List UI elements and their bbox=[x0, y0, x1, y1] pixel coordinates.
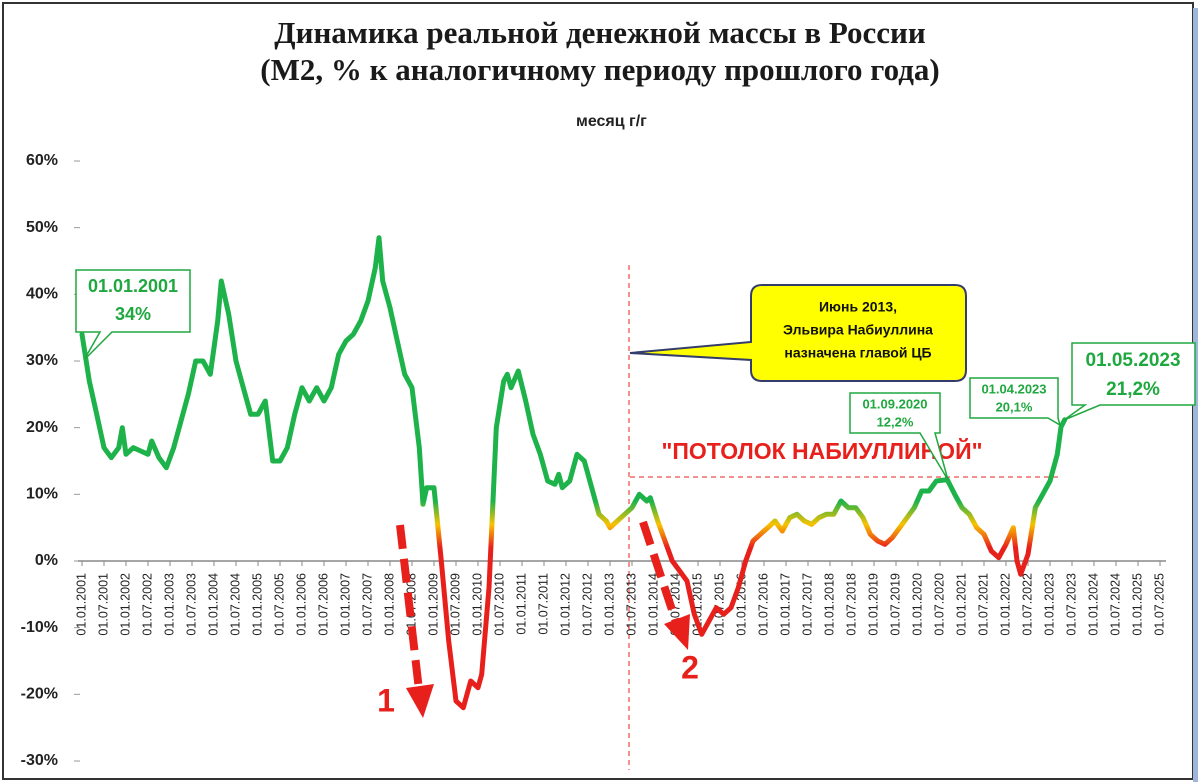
x-tick-label: 01.07.2001 bbox=[96, 573, 110, 636]
x-tick-label: 01.01.2021 bbox=[954, 573, 968, 636]
annotation-text: Июнь 2013, bbox=[819, 299, 897, 315]
x-tick-label: 01.07.2003 bbox=[184, 573, 198, 636]
x-tick-label: 01.01.2001 bbox=[74, 573, 88, 636]
x-tick-label: 01.07.2020 bbox=[932, 573, 946, 636]
annotations: 01.01.2001 34% Июнь 2013, Эльвира Набиул… bbox=[75, 269, 1196, 718]
x-tick-label: 01.07.2019 bbox=[888, 573, 902, 636]
annotation-text: 01.01.2001 bbox=[88, 276, 178, 296]
annotation-text: 01.09.2020 bbox=[862, 396, 927, 411]
x-tick-label: 01.07.2021 bbox=[976, 573, 990, 636]
x-tick-label: 01.07.2005 bbox=[272, 573, 286, 636]
y-tick-label: 40% bbox=[26, 286, 58, 303]
arrow bbox=[639, 520, 680, 624]
annotation-text: назначена главой ЦБ bbox=[784, 345, 931, 361]
x-tick-label: 01.01.2004 bbox=[206, 573, 220, 636]
chart-title: Динамика реальной денежной массы в Росси… bbox=[274, 15, 926, 50]
x-tick-label: 01.01.2020 bbox=[910, 573, 924, 636]
annotation-text: 1 bbox=[377, 682, 395, 718]
x-tick-label: 01.01.2003 bbox=[162, 573, 176, 636]
callout-box bbox=[75, 269, 191, 361]
x-tick-label: 01.07.2015 bbox=[712, 573, 726, 636]
x-tick-label: 01.01.2013 bbox=[602, 573, 616, 636]
x-tick-label: 01.01.2012 bbox=[558, 573, 572, 636]
x-tick-label: 01.07.2009 bbox=[448, 573, 462, 636]
plot: -30% -20% -10% 0% 10% 20% 30% 40% 50% 60% 01.01.20… bbox=[21, 152, 1167, 769]
x-tick-label: 01.07.2018 bbox=[844, 573, 858, 636]
x-tick-label: 01.07.2012 bbox=[580, 573, 594, 636]
annotation-text: 20,1% bbox=[996, 399, 1033, 414]
x-tick-label: 01.07.2004 bbox=[228, 573, 242, 636]
annotation-text: 2 bbox=[681, 649, 699, 685]
x-tick-label: 01.01.2019 bbox=[866, 573, 880, 636]
y-tick-label: 30% bbox=[26, 352, 58, 369]
x-tick-label: 01.01.2022 bbox=[998, 573, 1012, 636]
annotation-text: 34% bbox=[115, 304, 151, 324]
x-tick-label: 01.01.2008 bbox=[382, 573, 396, 636]
arrow-head bbox=[406, 684, 434, 718]
legend-label: месяц г/г bbox=[576, 113, 647, 130]
x-tick-label: 01.01.2023 bbox=[1042, 573, 1056, 636]
x-tick-label: 01.07.2023 bbox=[1064, 573, 1078, 636]
callout-box bbox=[969, 377, 1062, 427]
x-tick-label: 01.01.2014 bbox=[646, 573, 660, 636]
y-tick-label: 60% bbox=[26, 152, 58, 169]
x-tick-label: 01.01.2025 bbox=[1130, 573, 1144, 636]
annotation-text: 01.04.2023 bbox=[981, 381, 1046, 396]
y-tick-label: 20% bbox=[26, 419, 58, 436]
x-tick-label: 01.01.2009 bbox=[426, 573, 440, 636]
x-tick-label: 01.07.2011 bbox=[536, 573, 550, 635]
data-line bbox=[79, 235, 1068, 711]
callout-box bbox=[1063, 342, 1196, 421]
annotation-text: 12,2% bbox=[877, 414, 914, 429]
y-tick-label: 10% bbox=[26, 486, 58, 503]
x-tick-label: 01.07.2025 bbox=[1152, 573, 1166, 636]
y-tick-label: 0% bbox=[35, 552, 58, 569]
callout-box bbox=[629, 284, 967, 382]
arrow bbox=[396, 524, 423, 691]
y-tick-label: -10% bbox=[21, 619, 58, 636]
x-tick-label: 01.07.2016 bbox=[756, 573, 770, 636]
y-tick-label: 50% bbox=[26, 219, 58, 236]
x-tick-label: 01.07.2010 bbox=[492, 573, 506, 636]
x-tick-label: 01.01.2017 bbox=[778, 573, 792, 636]
x-tick-label: 01.01.2006 bbox=[294, 573, 308, 636]
x-tick-label: 01.01.2011 bbox=[514, 573, 528, 635]
x-tick-label: 01.01.2005 bbox=[250, 573, 264, 636]
x-tick-label: 01.07.2007 bbox=[360, 573, 374, 636]
x-tick-label: 01.07.2024 bbox=[1108, 573, 1122, 636]
x-tick-label: 01.07.2013 bbox=[624, 573, 638, 636]
chart-subtitle: (M2, % к аналогичному периоду прошлого г… bbox=[260, 52, 939, 87]
arrow-head bbox=[664, 614, 690, 650]
x-tick-label: 01.01.2024 bbox=[1086, 573, 1100, 636]
x-tick-label: 01.01.2002 bbox=[118, 573, 132, 636]
callout-box bbox=[849, 392, 949, 481]
x-tick-label: 01.07.2002 bbox=[140, 573, 154, 636]
y-tick-label: -30% bbox=[21, 752, 58, 769]
x-tick-label: 01.01.2018 bbox=[822, 573, 836, 636]
annotation-text: Эльвира Набиуллина bbox=[783, 322, 933, 338]
x-tick-label: 01.01.2010 bbox=[470, 573, 484, 636]
x-tick-label: 01.01.2007 bbox=[338, 573, 352, 636]
x-tick-label: 01.07.2022 bbox=[1020, 573, 1034, 636]
y-tick-label: -20% bbox=[21, 686, 58, 703]
annotation-text: 01.05.2023 bbox=[1085, 350, 1180, 371]
legend: месяц г/г bbox=[538, 113, 647, 130]
x-tick-label: 01.07.2006 bbox=[316, 573, 330, 636]
x-tick-label: 01.07.2017 bbox=[800, 573, 814, 636]
annotation-text: 21,2% bbox=[1106, 379, 1160, 400]
